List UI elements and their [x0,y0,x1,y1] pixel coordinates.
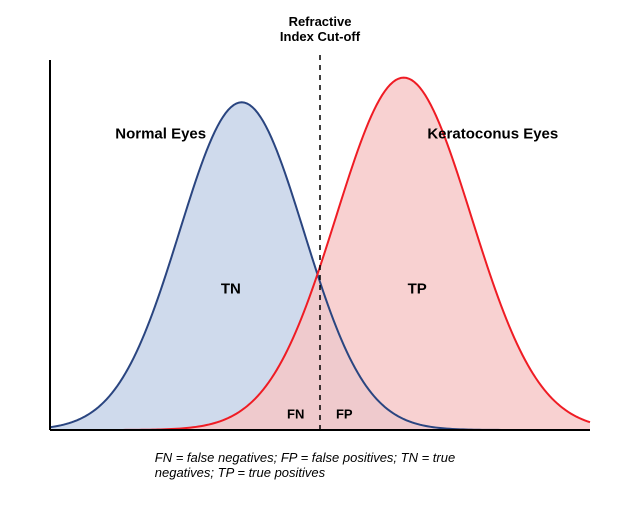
right-distribution-label: Keratoconus Eyes [427,126,558,143]
region-label-tp: TP [408,281,427,298]
region-label-fp: FP [336,407,353,422]
left-distribution-label: Normal Eyes [115,126,206,143]
cutoff-label-line2: Index Cut-off [280,29,360,44]
chart-svg [0,0,619,514]
distribution-chart [0,0,619,519]
region-label-tn: TN [221,281,241,298]
cutoff-label: Refractive Index Cut-off [280,15,360,45]
cutoff-label-line1: Refractive [289,14,352,29]
figure-caption: FN = false negatives; FP = false positiv… [155,450,465,480]
region-label-fn: FN [287,407,304,422]
